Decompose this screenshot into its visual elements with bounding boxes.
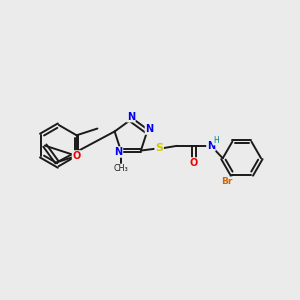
- Text: N: N: [146, 124, 154, 134]
- Text: S: S: [155, 143, 163, 153]
- Text: CH₃: CH₃: [113, 164, 128, 173]
- Text: N: N: [207, 141, 215, 151]
- Text: Br: Br: [221, 177, 232, 186]
- Text: N: N: [114, 147, 122, 157]
- Text: O: O: [190, 158, 198, 168]
- Text: N: N: [127, 112, 135, 122]
- Text: O: O: [72, 151, 81, 161]
- Text: H: H: [213, 136, 219, 145]
